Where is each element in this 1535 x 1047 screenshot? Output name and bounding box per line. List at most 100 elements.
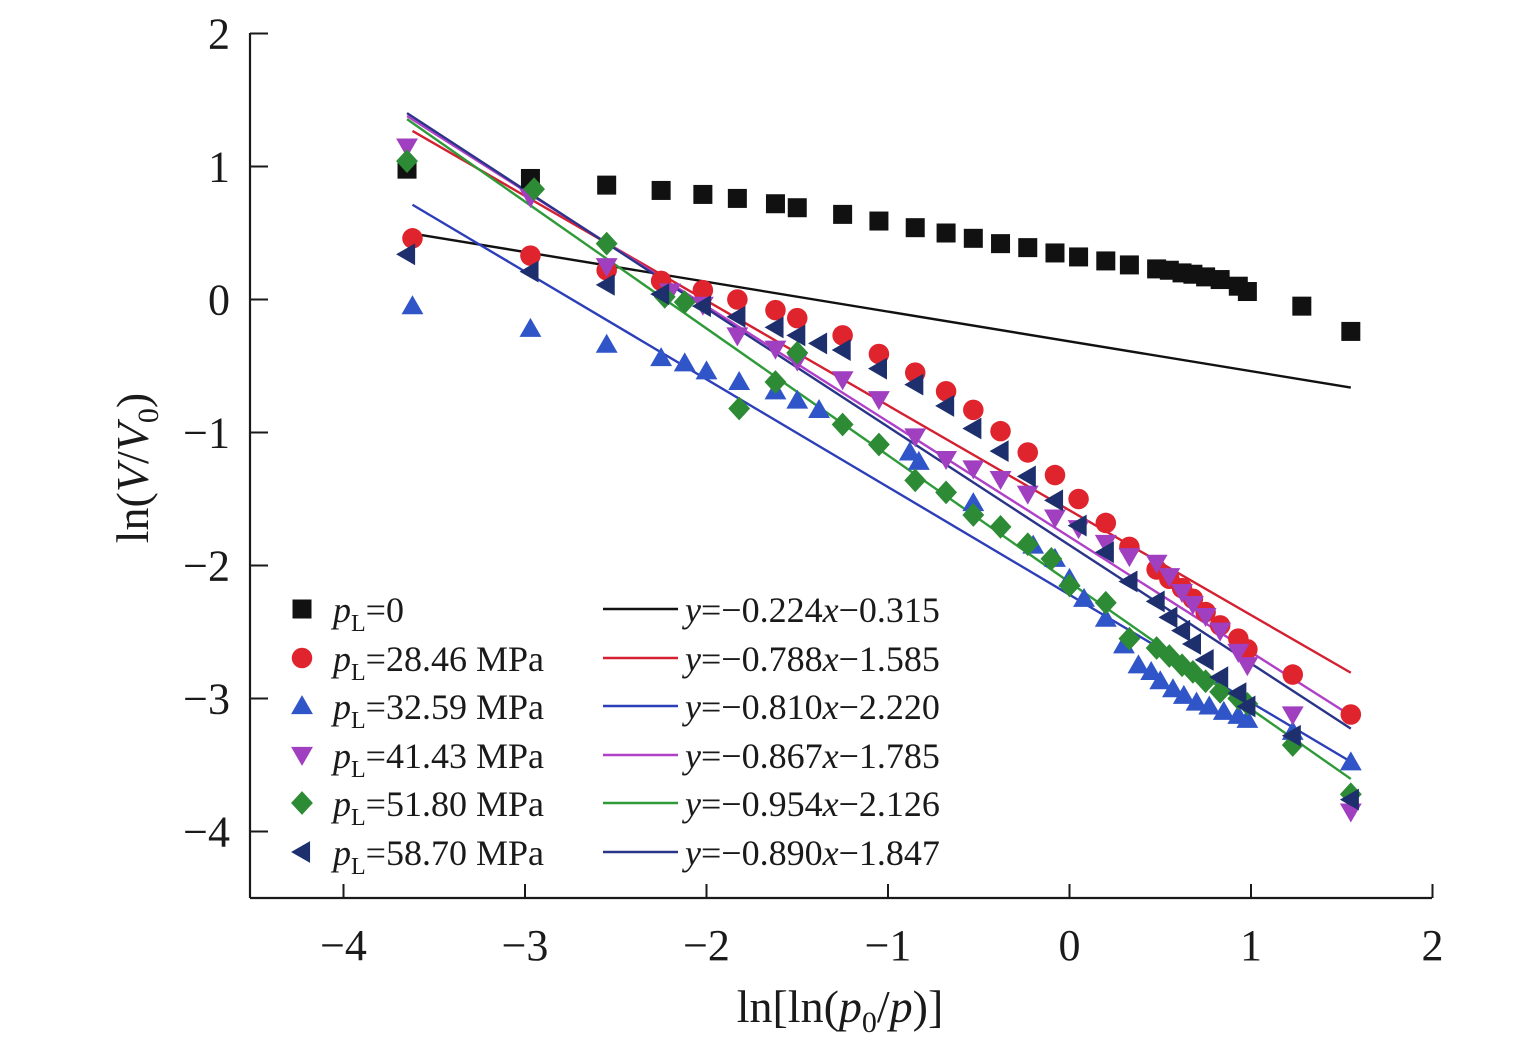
data-point — [595, 333, 618, 353]
data-point — [1171, 619, 1191, 642]
y-tick-label: −3 — [183, 675, 230, 724]
data-point — [692, 279, 714, 301]
data-point — [1172, 684, 1195, 704]
data-point — [1094, 541, 1114, 564]
legend-marker-3 — [291, 695, 313, 715]
data-point — [765, 299, 786, 321]
data-point — [1292, 296, 1312, 316]
data-point — [989, 515, 1012, 539]
data-point — [831, 412, 854, 437]
legend-label-1: pL=0 — [330, 590, 404, 637]
data-point — [1209, 666, 1229, 689]
data-point — [831, 339, 851, 361]
data-point — [1067, 514, 1087, 537]
x-tick-label: 1 — [1240, 921, 1262, 970]
data-point — [1095, 512, 1117, 534]
data-point — [396, 138, 418, 158]
legend-fit-label-1: y=−0.224x−0.315 — [682, 590, 940, 630]
data-point — [1044, 464, 1066, 486]
data-point — [651, 180, 671, 200]
x-tick-label: 0 — [1059, 921, 1081, 970]
data-point — [962, 460, 985, 480]
data-point — [523, 177, 545, 201]
data-point — [1341, 321, 1361, 341]
x-axis-title: ln[ln(p0/p)] — [737, 981, 944, 1039]
data-point — [1045, 243, 1065, 263]
fit-line-6 — [406, 112, 1352, 730]
data-point — [1212, 700, 1235, 720]
x-tick-label: −4 — [320, 921, 367, 970]
data-point — [401, 295, 424, 315]
data-point — [1194, 649, 1214, 671]
data-point — [1236, 708, 1259, 728]
data-point — [728, 396, 751, 421]
data-point — [935, 394, 955, 417]
data-point — [935, 480, 958, 505]
legend-fit-label-4: y=−0.867x−1.785 — [682, 736, 940, 776]
data-point — [1185, 691, 1208, 711]
data-markers — [396, 138, 1362, 823]
data-point — [765, 194, 785, 214]
data-point — [1016, 485, 1039, 505]
series-6-markers — [396, 243, 1359, 811]
data-point — [1073, 587, 1095, 607]
data-point — [1094, 534, 1117, 554]
data-point — [935, 381, 957, 402]
data-point — [1209, 622, 1232, 642]
data-point — [764, 340, 787, 360]
data-point — [1339, 751, 1362, 771]
legend-marker-6 — [291, 841, 311, 863]
data-point — [1281, 724, 1301, 747]
data-point — [786, 389, 809, 409]
data-point — [1194, 669, 1217, 694]
data-point — [728, 371, 751, 391]
data-point — [1127, 654, 1150, 674]
data-point — [1016, 465, 1036, 488]
data-point — [1017, 442, 1039, 463]
data-point — [673, 352, 696, 372]
data-point — [962, 417, 982, 440]
data-point — [963, 399, 984, 421]
data-point — [904, 428, 927, 448]
data-point — [1094, 607, 1117, 627]
data-point — [1181, 595, 1204, 615]
data-point — [905, 218, 925, 238]
legend-marker-5 — [291, 791, 313, 815]
data-point — [1068, 488, 1089, 510]
data-point — [693, 184, 713, 204]
data-point — [1237, 282, 1257, 302]
data-point — [832, 325, 853, 346]
data-point — [595, 273, 615, 296]
fit-line-1 — [406, 231, 1352, 389]
data-point — [1096, 251, 1116, 271]
data-point — [868, 432, 890, 457]
data-point — [786, 324, 806, 347]
data-point — [726, 327, 749, 347]
data-point — [962, 503, 985, 527]
data-point — [786, 340, 809, 365]
data-point — [1118, 570, 1138, 593]
data-point — [1158, 606, 1178, 629]
data-point — [936, 223, 956, 243]
legend-fit-label-3: y=−0.810x−2.220 — [682, 687, 940, 727]
data-point — [1118, 626, 1141, 651]
data-point — [898, 441, 921, 461]
y-tick-label: 0 — [208, 276, 230, 325]
data-point — [597, 175, 617, 195]
data-point — [595, 231, 618, 256]
data-point — [1094, 590, 1117, 615]
data-point — [1018, 238, 1038, 258]
data-point — [869, 211, 889, 231]
series-4-markers — [396, 138, 1362, 823]
data-point — [1044, 509, 1066, 529]
x-tick-label: 2 — [1422, 921, 1444, 970]
x-tick-label: −3 — [502, 921, 549, 970]
legend-marker-2 — [291, 647, 313, 669]
data-point — [1210, 270, 1230, 290]
data-point — [691, 295, 711, 318]
legend-fit-label-5: y=−0.954x−2.126 — [682, 784, 940, 824]
data-point — [1236, 657, 1259, 677]
data-point — [1171, 584, 1193, 604]
legend-label-6: pL=58.70 MPa — [330, 833, 544, 880]
data-point — [595, 258, 618, 278]
